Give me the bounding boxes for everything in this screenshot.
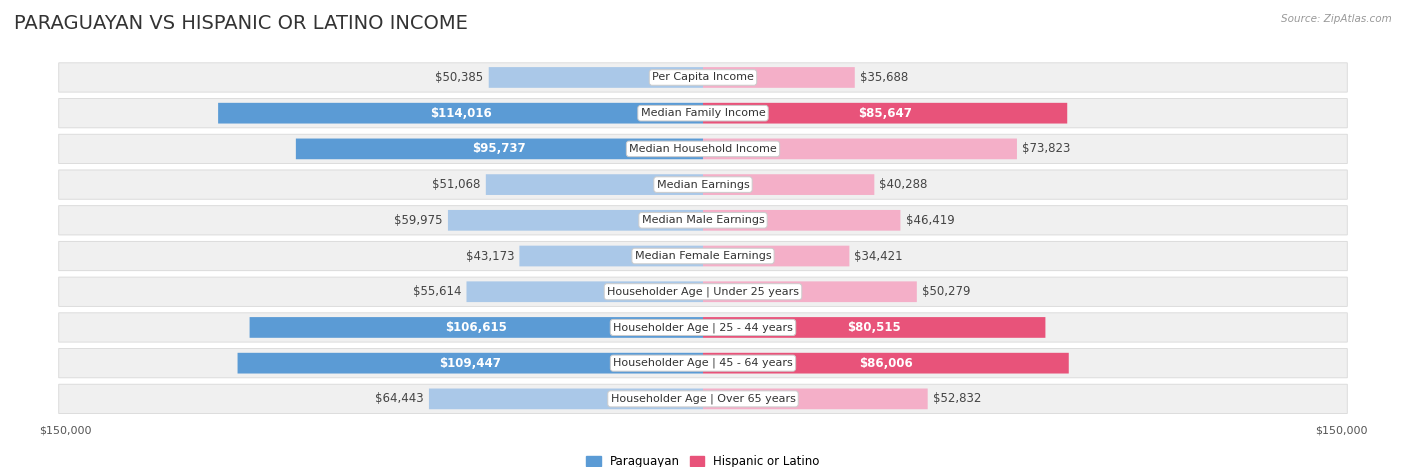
Text: Median Earnings: Median Earnings <box>657 180 749 190</box>
Text: Source: ZipAtlas.com: Source: ZipAtlas.com <box>1281 14 1392 24</box>
FancyBboxPatch shape <box>59 205 1347 235</box>
FancyBboxPatch shape <box>703 353 1069 374</box>
Text: $40,288: $40,288 <box>879 178 928 191</box>
Text: $43,173: $43,173 <box>465 249 515 262</box>
FancyBboxPatch shape <box>486 174 703 195</box>
FancyBboxPatch shape <box>59 241 1347 271</box>
Text: Householder Age | 25 - 44 years: Householder Age | 25 - 44 years <box>613 322 793 333</box>
Text: $46,419: $46,419 <box>905 214 955 227</box>
Text: $95,737: $95,737 <box>472 142 526 156</box>
Text: $114,016: $114,016 <box>430 106 492 120</box>
FancyBboxPatch shape <box>489 67 703 88</box>
FancyBboxPatch shape <box>59 313 1347 342</box>
Text: Median Male Earnings: Median Male Earnings <box>641 215 765 225</box>
FancyBboxPatch shape <box>59 134 1347 163</box>
Text: $55,614: $55,614 <box>413 285 461 298</box>
Text: $59,975: $59,975 <box>394 214 443 227</box>
Text: Householder Age | Under 25 years: Householder Age | Under 25 years <box>607 286 799 297</box>
Text: $50,385: $50,385 <box>436 71 484 84</box>
FancyBboxPatch shape <box>295 139 703 159</box>
FancyBboxPatch shape <box>703 246 849 266</box>
Text: $106,615: $106,615 <box>446 321 508 334</box>
Text: $85,647: $85,647 <box>858 106 912 120</box>
FancyBboxPatch shape <box>59 277 1347 306</box>
Text: Median Household Income: Median Household Income <box>628 144 778 154</box>
Text: $64,443: $64,443 <box>375 392 423 405</box>
Text: $109,447: $109,447 <box>439 357 501 370</box>
FancyBboxPatch shape <box>250 317 703 338</box>
Legend: Paraguayan, Hispanic or Latino: Paraguayan, Hispanic or Latino <box>582 450 824 467</box>
Text: $52,832: $52,832 <box>932 392 981 405</box>
FancyBboxPatch shape <box>703 389 928 409</box>
FancyBboxPatch shape <box>703 282 917 302</box>
FancyBboxPatch shape <box>59 63 1347 92</box>
Text: Median Family Income: Median Family Income <box>641 108 765 118</box>
Text: $35,688: $35,688 <box>860 71 908 84</box>
Text: $51,068: $51,068 <box>432 178 481 191</box>
Text: $34,421: $34,421 <box>855 249 903 262</box>
FancyBboxPatch shape <box>429 389 703 409</box>
Text: PARAGUAYAN VS HISPANIC OR LATINO INCOME: PARAGUAYAN VS HISPANIC OR LATINO INCOME <box>14 14 468 33</box>
FancyBboxPatch shape <box>703 67 855 88</box>
FancyBboxPatch shape <box>59 348 1347 378</box>
FancyBboxPatch shape <box>703 139 1017 159</box>
FancyBboxPatch shape <box>59 170 1347 199</box>
Text: $50,279: $50,279 <box>922 285 970 298</box>
FancyBboxPatch shape <box>59 384 1347 413</box>
Text: Householder Age | 45 - 64 years: Householder Age | 45 - 64 years <box>613 358 793 368</box>
FancyBboxPatch shape <box>703 103 1067 124</box>
FancyBboxPatch shape <box>238 353 703 374</box>
Text: Householder Age | Over 65 years: Householder Age | Over 65 years <box>610 394 796 404</box>
Text: $73,823: $73,823 <box>1022 142 1070 156</box>
FancyBboxPatch shape <box>218 103 703 124</box>
Text: Median Female Earnings: Median Female Earnings <box>634 251 772 261</box>
FancyBboxPatch shape <box>703 174 875 195</box>
Text: $86,006: $86,006 <box>859 357 912 370</box>
FancyBboxPatch shape <box>703 210 900 231</box>
FancyBboxPatch shape <box>519 246 703 266</box>
Text: $80,515: $80,515 <box>848 321 901 334</box>
FancyBboxPatch shape <box>703 317 1046 338</box>
FancyBboxPatch shape <box>467 282 703 302</box>
Text: Per Capita Income: Per Capita Income <box>652 72 754 83</box>
FancyBboxPatch shape <box>59 99 1347 128</box>
FancyBboxPatch shape <box>449 210 703 231</box>
